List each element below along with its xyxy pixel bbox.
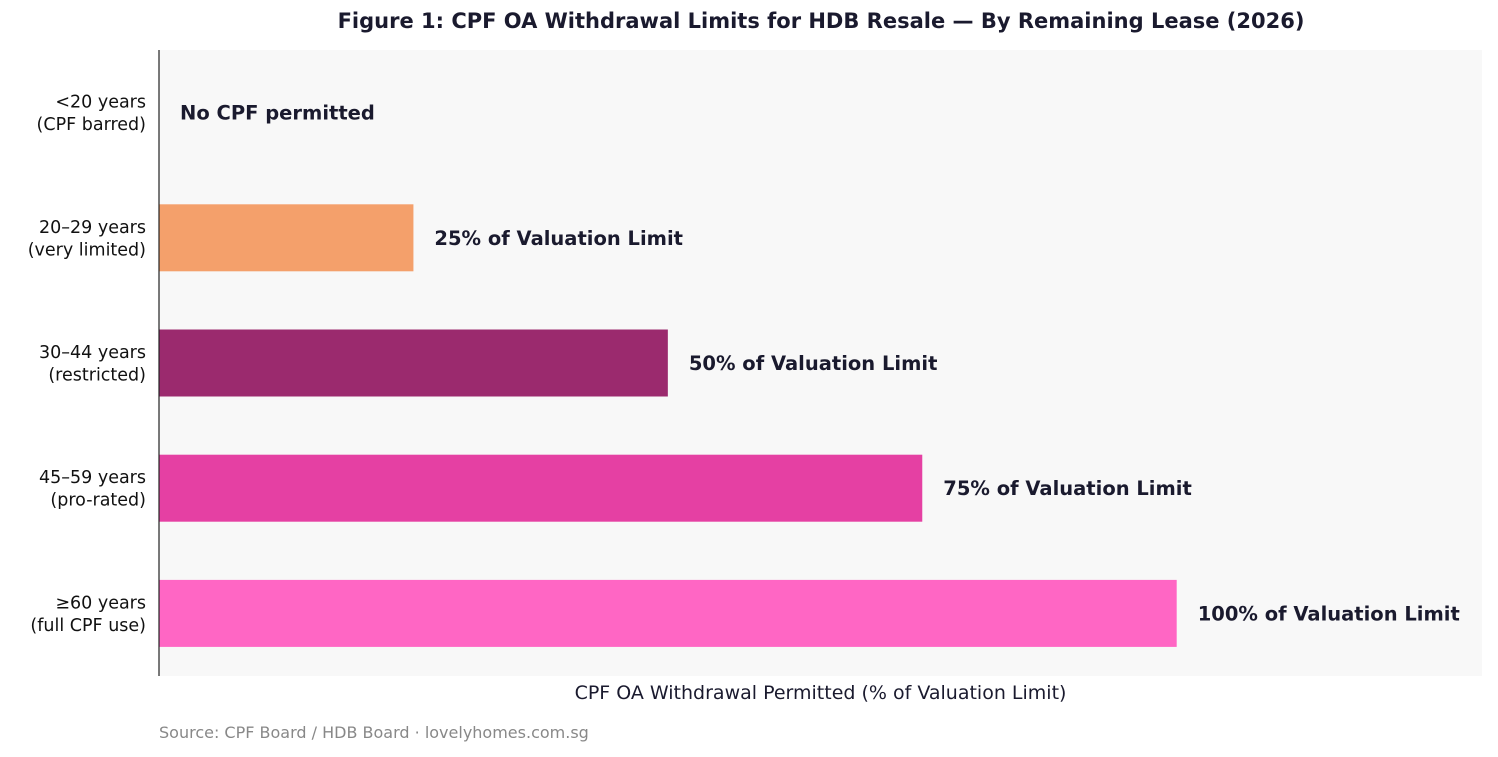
data-label: 100% of Valuation Limit <box>1198 602 1460 625</box>
x-axis-label: CPF OA Withdrawal Permitted (% of Valuat… <box>574 682 1067 704</box>
category-label: ≥60 years (full CPF use) <box>30 593 146 636</box>
category-label: <20 years (CPF barred) <box>37 93 146 136</box>
data-label: No CPF permitted <box>180 102 375 125</box>
bar <box>159 579 1177 647</box>
data-label: 75% of Valuation Limit <box>943 477 1192 500</box>
category-labels-group: <20 years (CPF barred) 20–29 years (very li… <box>28 93 146 636</box>
bar <box>159 329 668 397</box>
chart-title: Figure 1: CPF OA Withdrawal Limits for H… <box>337 9 1305 33</box>
bar <box>159 204 414 272</box>
category-label: 30–44 years (restricted) <box>39 343 146 386</box>
bar <box>159 454 923 522</box>
source-note: Source: CPF Board / HDB Board · lovelyho… <box>159 723 589 742</box>
data-label: 50% of Valuation Limit <box>689 352 938 375</box>
value-labels-group: No CPF permitted 25% of Valuation Limit 50… <box>180 102 1460 626</box>
bars-group <box>159 204 1177 647</box>
category-label: 20–29 years (very limited) <box>28 218 146 260</box>
data-label: 25% of Valuation Limit <box>434 227 683 250</box>
category-label: 45–59 years (pro-rated) <box>39 468 146 511</box>
